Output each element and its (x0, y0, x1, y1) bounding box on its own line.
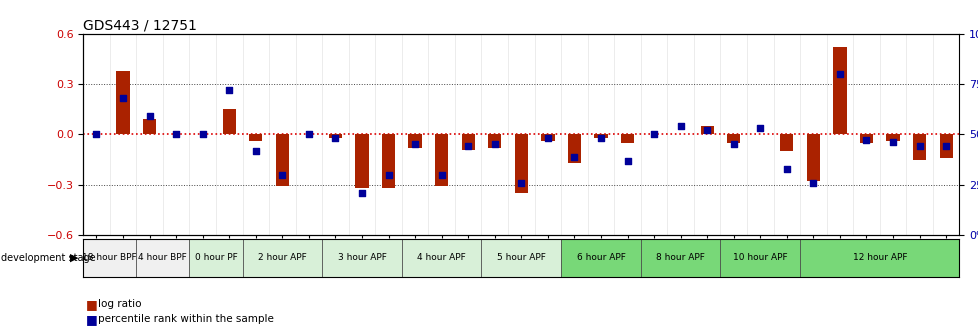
Bar (461, 134, 474, 150)
Point (778, 166, 794, 171)
Bar (189, 239, 243, 277)
Point (274, 172, 289, 177)
Text: 0 hour PF: 0 hour PF (195, 253, 237, 262)
Text: 8 hour APF: 8 hour APF (655, 253, 704, 262)
Text: percentile rank within the sample: percentile rank within the sample (98, 314, 274, 324)
Point (433, 172, 449, 177)
Bar (329, 134, 341, 138)
Point (380, 172, 396, 177)
Point (407, 142, 422, 147)
Bar (408, 134, 422, 148)
Bar (560, 239, 641, 277)
Bar (249, 134, 262, 141)
Point (831, 71, 847, 77)
Bar (859, 134, 872, 143)
Bar (700, 126, 713, 134)
Text: 6 hour APF: 6 hour APF (576, 253, 625, 262)
Text: 4 hour APF: 4 hour APF (417, 253, 466, 262)
Text: 5 hour APF: 5 hour APF (497, 253, 545, 262)
Bar (799, 239, 958, 277)
Bar (116, 71, 129, 134)
Bar (401, 239, 481, 277)
Bar (594, 134, 607, 138)
Bar (83, 239, 136, 277)
Bar (222, 109, 236, 134)
Text: 2 hour APF: 2 hour APF (258, 253, 306, 262)
Point (115, 95, 131, 101)
Text: 18 hour BPF: 18 hour BPF (82, 253, 137, 262)
Bar (641, 239, 720, 277)
Bar (806, 134, 820, 181)
Point (195, 132, 210, 137)
Point (619, 158, 635, 163)
Bar (567, 134, 581, 163)
Bar (885, 134, 899, 141)
Text: 12 hour APF: 12 hour APF (852, 253, 906, 262)
Bar (276, 134, 289, 186)
Point (301, 132, 317, 137)
Point (698, 128, 714, 133)
Point (566, 154, 582, 159)
Point (884, 140, 900, 145)
Bar (434, 134, 448, 186)
Point (672, 124, 688, 129)
Point (221, 87, 237, 93)
Bar (381, 134, 395, 188)
Point (460, 144, 475, 149)
Bar (727, 134, 739, 143)
Point (168, 132, 184, 137)
Bar (779, 134, 792, 151)
Point (911, 144, 926, 149)
Bar (514, 134, 527, 193)
Point (725, 142, 740, 147)
Point (858, 138, 873, 143)
Bar (136, 239, 189, 277)
Text: GDS443 / 12751: GDS443 / 12751 (83, 18, 197, 33)
Point (937, 144, 953, 149)
Text: ■: ■ (86, 298, 98, 310)
Point (540, 136, 556, 141)
Bar (355, 134, 369, 188)
Point (354, 190, 370, 196)
Bar (912, 134, 925, 160)
Text: 4 hour BPF: 4 hour BPF (138, 253, 187, 262)
Bar (620, 134, 634, 143)
Point (328, 136, 343, 141)
Text: ■: ■ (86, 313, 98, 326)
Point (593, 136, 608, 141)
Bar (243, 239, 322, 277)
Point (512, 180, 528, 185)
Bar (939, 134, 952, 158)
Text: ▶: ▶ (69, 253, 78, 263)
Text: development stage: development stage (1, 253, 96, 263)
Bar (488, 134, 501, 148)
Bar (832, 47, 846, 134)
Point (805, 180, 821, 185)
Point (142, 114, 157, 119)
Point (89, 132, 105, 137)
Bar (720, 239, 799, 277)
Bar (541, 134, 554, 141)
Bar (322, 239, 401, 277)
Bar (143, 119, 156, 134)
Point (645, 132, 661, 137)
Text: 3 hour APF: 3 hour APF (337, 253, 386, 262)
Text: 10 hour APF: 10 hour APF (733, 253, 786, 262)
Point (486, 142, 502, 147)
Bar (481, 239, 560, 277)
Text: log ratio: log ratio (98, 299, 141, 309)
Point (247, 148, 263, 153)
Point (752, 126, 768, 131)
